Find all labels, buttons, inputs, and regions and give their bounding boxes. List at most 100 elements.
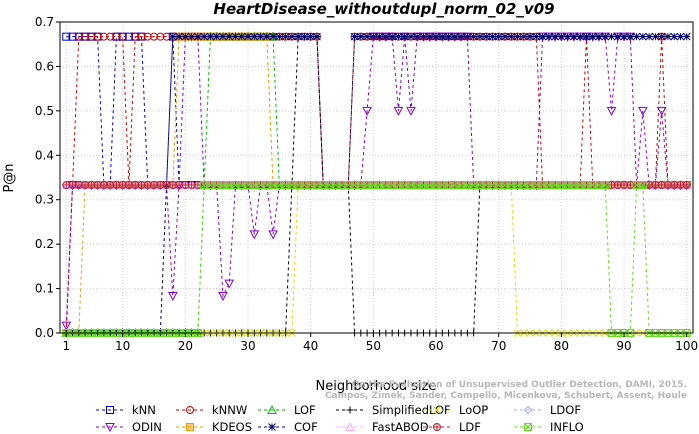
data-point-COF — [262, 32, 271, 41]
data-point-COF — [219, 32, 227, 41]
watermark-line-1: On the Evaluation of Unsupervised Outlie… — [352, 380, 687, 390]
data-point-ODIN — [249, 230, 260, 240]
x-tick-label: 70 — [491, 339, 506, 353]
data-point-COF — [501, 32, 509, 41]
data-point-ODIN — [406, 106, 416, 116]
data-point-kNNW — [87, 32, 96, 41]
data-point-COF — [645, 32, 653, 41]
data-point-COF — [469, 32, 478, 41]
data-point-kNNW — [137, 32, 146, 41]
y-tick-label: 0.0 — [35, 326, 54, 340]
legend-label-SimplifiedLOF: SimplifiedLOF — [372, 403, 451, 417]
data-point-COF — [175, 32, 183, 41]
data-point-COF — [288, 32, 296, 41]
legend-item-ODIN: ODIN — [96, 420, 162, 434]
data-point-COF — [532, 32, 541, 41]
data-point-COF — [444, 32, 453, 41]
legend-marker-LoOP — [433, 406, 441, 414]
data-point-LDF — [682, 181, 691, 190]
data-point-kNN — [62, 32, 71, 41]
x-tick-label: 20 — [178, 339, 193, 353]
data-point-COF — [407, 32, 415, 41]
data-point-COF — [582, 32, 591, 41]
data-point-COF — [639, 32, 647, 41]
data-point-kNN — [124, 32, 133, 41]
legend-marker-kNNW — [186, 406, 194, 414]
data-point-COF — [563, 32, 572, 41]
data-point-ODIN — [268, 230, 278, 240]
chart-title: HeartDisease_withoutdupl_norm_02_v09 — [213, 0, 554, 18]
data-point-COF — [250, 32, 259, 41]
legend-marker-kNN — [106, 406, 114, 414]
data-point-COF — [181, 32, 190, 41]
y-tick-label: 0.2 — [35, 237, 54, 251]
data-point-COF — [244, 32, 252, 41]
data-point-kNNW — [106, 32, 115, 41]
data-point-COF — [294, 32, 303, 41]
plot-frame — [59, 21, 694, 334]
data-point-COF — [457, 32, 465, 41]
data-point-kNNW — [112, 32, 121, 41]
data-point-COF — [544, 32, 553, 41]
data-point-COF — [488, 32, 497, 41]
watermark-line-2: Campos, Zimek, Sander, Campello, Micenko… — [325, 391, 687, 401]
x-tick-label: 1 — [62, 339, 70, 353]
data-point-COF — [632, 32, 641, 41]
data-point-COF — [557, 32, 566, 41]
x-tick-label: 40 — [303, 339, 318, 353]
data-point-ODIN — [606, 106, 617, 116]
data-point-COF — [657, 32, 666, 41]
data-point-COF — [676, 32, 685, 41]
legend-item-kNNW: kNNW — [176, 403, 247, 417]
data-point-COF — [613, 32, 622, 41]
legend-label-COF: COF — [294, 420, 318, 434]
data-point-COF — [450, 32, 459, 41]
data-point-COF — [670, 32, 679, 41]
data-point-COF — [507, 32, 516, 41]
x-tick-label: 10 — [115, 339, 130, 353]
legend-item-COF: COF — [258, 420, 318, 434]
data-point-ODIN — [167, 291, 178, 302]
data-point-ODIN — [218, 291, 228, 302]
x-tick-label: 30 — [240, 339, 255, 353]
data-point-COF — [388, 32, 397, 41]
data-point-ODIN — [224, 279, 235, 289]
data-point-COF — [607, 32, 616, 41]
data-point-COF — [313, 32, 321, 41]
data-point-kNNW — [143, 32, 152, 41]
legend: kNN kNNW LOF SimplifiedLOF LoOP LDOF ODIN KDEOS… — [96, 403, 584, 434]
data-point-COF — [432, 32, 440, 41]
data-point-COF — [269, 32, 277, 41]
legend-label-kNN: kNN — [132, 403, 156, 417]
legend-item-FastABOD: FastABOD — [336, 420, 429, 434]
data-point-ODIN — [638, 106, 648, 116]
legend-marker-ODIN — [105, 423, 115, 433]
x-tick-label: 100 — [675, 339, 698, 353]
data-point-COF — [538, 32, 547, 41]
legend-item-LDOF: LDOF — [514, 403, 581, 417]
data-point-ODIN — [61, 321, 72, 331]
data-point-COF — [588, 32, 597, 41]
data-point-kNNW — [74, 32, 83, 41]
legend-item-SimplifiedLOF: SimplifiedLOF — [336, 403, 451, 417]
data-point-COF — [168, 32, 177, 41]
legend-label-LoOP: LoOP — [459, 403, 488, 417]
legend-marker-COF — [268, 423, 276, 431]
y-tick-label: 0.6 — [35, 59, 54, 73]
data-point-COF — [519, 32, 528, 41]
y-tick-label: 0.7 — [35, 15, 54, 29]
legend-label-kNNW: kNNW — [212, 403, 247, 417]
legend-label-FastABOD: FastABOD — [372, 420, 429, 434]
data-point-COF — [275, 32, 284, 41]
data-point-COF — [463, 32, 472, 41]
data-point-COF — [494, 32, 503, 41]
legend-marker-LDF — [432, 423, 441, 431]
data-point-COF — [300, 32, 309, 41]
y-tick-label: 0.1 — [35, 282, 54, 296]
legend-label-KDEOS: KDEOS — [212, 420, 252, 434]
data-point-COF — [350, 32, 359, 41]
legend-label-INFLO: INFLO — [550, 420, 584, 434]
data-point-COF — [212, 32, 221, 41]
x-tick-label: 50 — [366, 339, 381, 353]
data-point-COF — [281, 32, 290, 41]
